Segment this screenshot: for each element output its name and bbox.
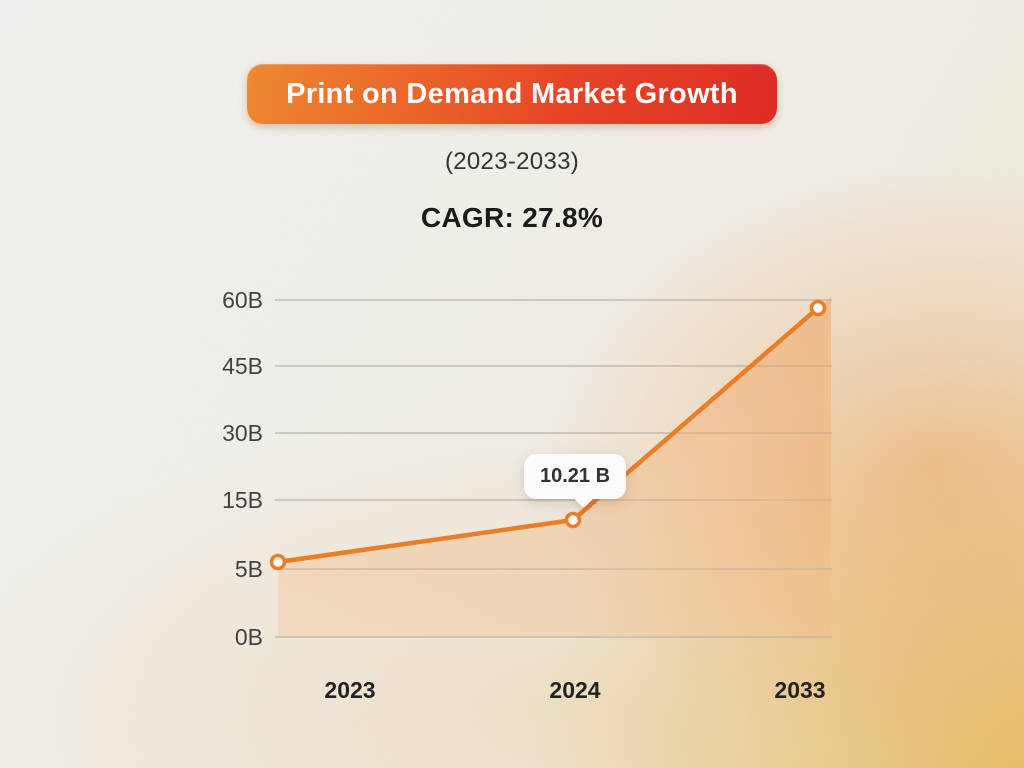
tooltip-tail xyxy=(572,486,595,509)
y-axis-tick-label-60b: 60B xyxy=(222,287,263,313)
y-axis-tick-label-15b: 15B xyxy=(222,487,263,513)
y-axis-tick-label-30b: 30B xyxy=(222,420,263,446)
cagr-annotation: CAGR: 27.8% xyxy=(420,202,604,233)
title-banner: Print on Demand Market Growth xyxy=(247,64,777,124)
y-axis-tick-label-45b: 45B xyxy=(222,353,263,379)
data-point-tooltip: 10.21 B xyxy=(524,454,626,509)
x-axis-tick-label-2033: 2033 xyxy=(774,677,826,703)
x-axis-tick-label-2023: 2023 xyxy=(324,677,376,703)
x-axis-tick-label-2024: 2024 xyxy=(549,677,601,703)
y-axis-tick-label-5b: 5B xyxy=(234,556,263,582)
data-point-marker-2024 xyxy=(564,511,582,529)
data-point-marker-2023 xyxy=(269,553,287,571)
y-axis-tick-label-0b: 0B xyxy=(234,624,263,650)
data-line xyxy=(275,305,821,565)
data-point-marker-2033 xyxy=(809,299,827,317)
chart-title: Print on Demand Market Growth xyxy=(286,77,738,110)
chart-subtitle: (2023-2033) xyxy=(444,148,580,175)
tooltip-value: 10.21 B xyxy=(539,465,611,487)
